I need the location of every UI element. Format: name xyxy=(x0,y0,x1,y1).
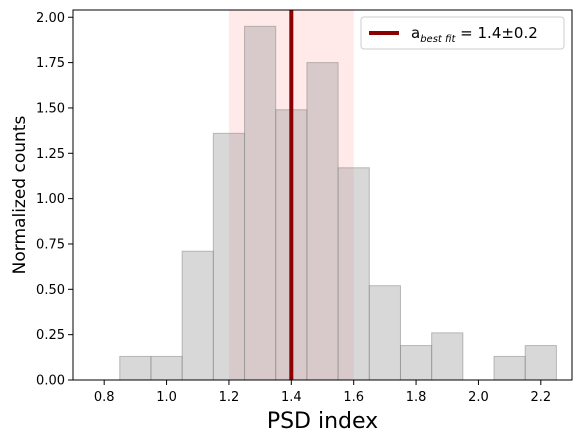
x-tick-label-6: 2.0 xyxy=(468,390,489,405)
axes-frame xyxy=(72,9,573,381)
histogram-bar-6 xyxy=(306,62,339,381)
legend-subscript: best fit xyxy=(420,34,456,45)
y-tick-label-7: 1.75 xyxy=(36,56,65,71)
histogram-bar-10 xyxy=(431,332,464,381)
x-tick-label-0: 0.8 xyxy=(94,390,115,405)
legend-label: abest fit = 1.4±0.2 xyxy=(411,24,538,45)
histogram-bar-4 xyxy=(244,25,277,381)
x-axis-label: PSD index xyxy=(267,409,378,434)
legend: abest fit = 1.4±0.2 xyxy=(360,16,565,50)
histogram-bar-3 xyxy=(212,132,246,381)
y-tick-label-2: 0.50 xyxy=(36,283,65,298)
histogram-bar-9 xyxy=(399,345,433,381)
y-tick-label-3: 0.75 xyxy=(36,237,65,252)
histogram-bar-7 xyxy=(337,167,370,381)
y-tick-label-8: 2.00 xyxy=(36,11,65,26)
x-tick-label-4: 1.6 xyxy=(343,390,364,405)
histogram-bar-12 xyxy=(524,345,557,381)
y-tick-label-6: 1.50 xyxy=(36,101,65,116)
y-tick-label-0: 0.00 xyxy=(36,374,65,389)
y-tick-label-1: 0.25 xyxy=(36,328,65,343)
histogram-bar-0 xyxy=(119,355,152,381)
histogram-bar-1 xyxy=(150,355,183,381)
histogram-bar-2 xyxy=(181,250,214,381)
legend-value: = 1.4±0.2 xyxy=(455,24,537,42)
y-tick-label-4: 1.00 xyxy=(36,192,65,207)
histogram-bar-11 xyxy=(493,355,526,381)
axes: 0.8 1.0 1.2 1.4 1.6 1.8 2.0 2.2 0.00 0.25 0.50 0.75… xyxy=(10,9,573,434)
histogram-bar-8 xyxy=(368,285,401,381)
y-tick-label-5: 1.25 xyxy=(36,147,65,162)
y-axis-label: Normalized counts xyxy=(10,116,30,275)
legend-symbol: a xyxy=(411,24,420,42)
x-tick-label-5: 1.8 xyxy=(406,390,427,405)
x-tick-label-3: 1.4 xyxy=(281,390,302,405)
x-tick-label-7: 2.2 xyxy=(530,390,551,405)
legend-box xyxy=(360,16,565,50)
x-tick-label-2: 1.2 xyxy=(219,390,240,405)
x-tick-label-1: 1.0 xyxy=(156,390,177,405)
plot-area xyxy=(119,10,557,381)
